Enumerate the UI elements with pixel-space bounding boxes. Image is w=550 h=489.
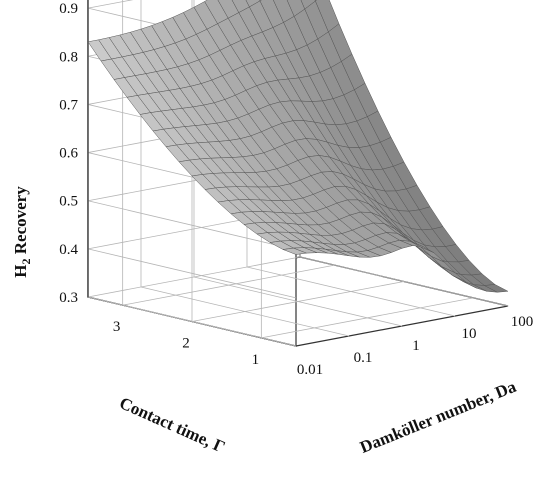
- z-tick-label-5: 0.8: [59, 49, 78, 65]
- y-tick-label-2: 3: [113, 319, 121, 335]
- z-tick-label-2: 0.5: [59, 194, 78, 210]
- z-tick-label-0: 0.3: [59, 290, 78, 306]
- x-tick-label-4: 100: [511, 314, 534, 330]
- surface-mesh: [87, 0, 509, 293]
- x-tick-label-3: 10: [462, 326, 477, 342]
- x-tick-label-1: 0.1: [354, 350, 373, 366]
- y-grid-floor-2: [122, 264, 335, 306]
- z-axis-label-main: H: [11, 264, 30, 277]
- surface-cell-19-0: [483, 284, 509, 293]
- z-axis-label-sub: 2: [19, 258, 33, 264]
- x-tick-label-0: 0.01: [297, 362, 323, 378]
- z-tick-label-3: 0.6: [59, 146, 78, 162]
- z-tick-label-4: 0.7: [59, 97, 78, 113]
- x-axis-label: Damköller number, Da: [357, 377, 519, 457]
- y-tick-label-1: 2: [182, 336, 190, 352]
- z-tick-label-1: 0.4: [59, 242, 78, 258]
- y-grid-floor-0: [261, 297, 474, 339]
- y-tick-label-0: 1: [252, 352, 260, 368]
- x-tick-label-2: 1: [412, 338, 420, 354]
- z-tick-label-6: 0.9: [59, 1, 78, 17]
- z-axis-label-rest: Recovery: [11, 186, 30, 259]
- z-grid-back-6: [87, 0, 134, 9]
- y-grid-floor-1: [191, 281, 405, 322]
- y-axis-label: Contact time, Γ: [117, 393, 228, 456]
- z-axis-label: H2 Recovery: [11, 186, 33, 278]
